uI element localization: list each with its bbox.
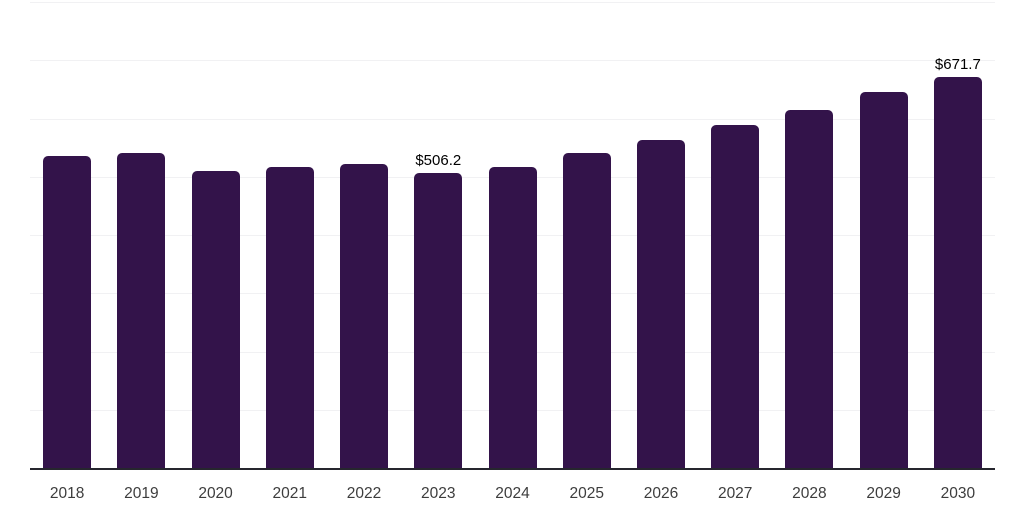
gridline-700 (30, 60, 995, 62)
bar-2026[interactable] (636, 140, 685, 468)
x-tick-2028: 2028 (792, 485, 827, 502)
data-label-2023: $506.2 (415, 152, 462, 170)
bar-2027[interactable] (711, 124, 760, 468)
data-label-2030: $671.7 (934, 55, 981, 73)
x-tick-2029: 2029 (866, 485, 901, 502)
bar-2019[interactable] (117, 152, 166, 468)
x-tick-2027: 2027 (717, 485, 753, 502)
x-axis-line (30, 468, 995, 470)
x-tick-2024: 2024 (495, 485, 530, 502)
bar-2022[interactable] (340, 163, 389, 468)
x-tick-2022: 2022 (346, 485, 382, 502)
gridline-600 (30, 118, 995, 120)
bar-2030[interactable] (933, 76, 982, 468)
bar-2024[interactable] (488, 167, 537, 468)
x-tick-2018: 2018 (49, 485, 85, 502)
x-tick-2023: 2023 (421, 485, 456, 502)
x-tick-2030: 2030 (940, 485, 976, 502)
bar-2023[interactable] (414, 173, 463, 468)
bar-2018[interactable] (43, 155, 92, 468)
bar-2029[interactable] (859, 92, 908, 468)
bar-2025[interactable] (562, 153, 611, 468)
x-tick-2021: 2021 (272, 485, 308, 502)
x-tick-2026: 2026 (643, 485, 679, 502)
plot-area: $506.2 $671.7 2018 2019 2020 2021 2022 2023 202… (30, 0, 995, 512)
bar-2021[interactable] (265, 166, 314, 468)
bar-2020[interactable] (191, 170, 240, 468)
x-tick-2025: 2025 (569, 485, 604, 502)
x-tick-2020: 2020 (198, 485, 233, 502)
gridline-800 (30, 2, 995, 3)
x-tick-2019: 2019 (124, 485, 159, 502)
bar-2028[interactable] (785, 109, 834, 468)
